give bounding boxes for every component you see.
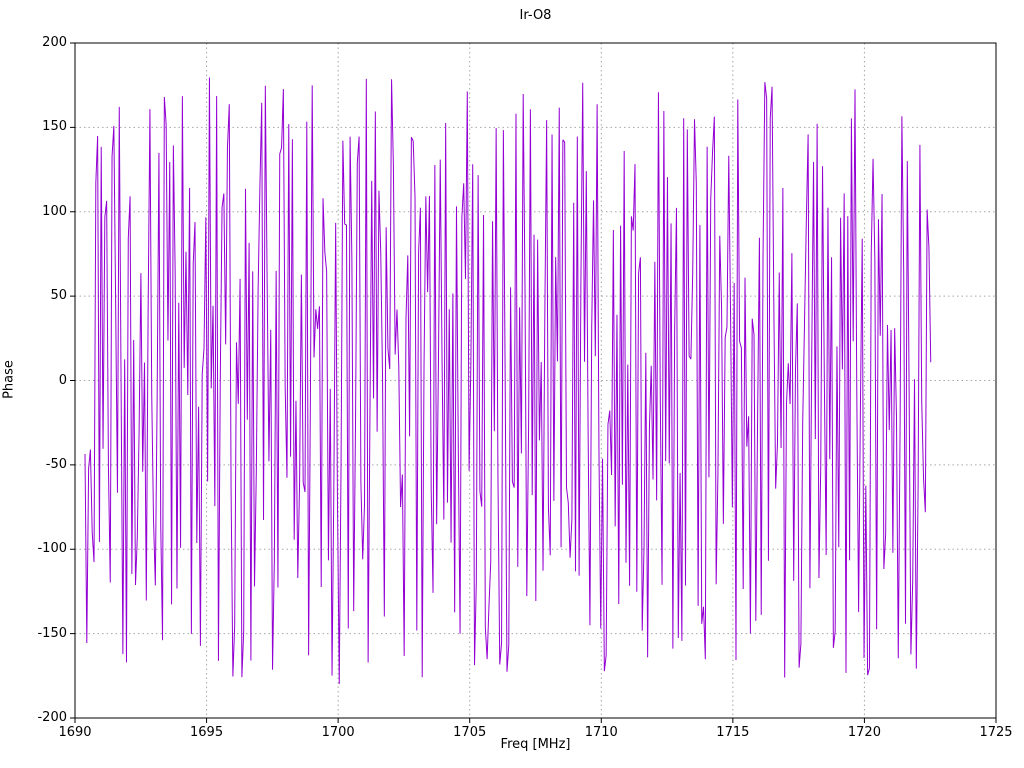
x-tick-label: 1695 <box>190 725 224 740</box>
x-tick-label: 1725 <box>979 725 1013 740</box>
y-tick-label: 150 <box>42 119 67 135</box>
x-tick-label: 1700 <box>321 725 355 740</box>
x-tick-label: 1720 <box>847 725 881 740</box>
y-tick-label: 50 <box>50 288 67 304</box>
y-tick-label: -50 <box>45 456 67 472</box>
x-axis-label: Freq [MHz] <box>500 737 571 752</box>
series-line <box>84 77 932 685</box>
y-tick-label: 100 <box>42 203 67 219</box>
y-tick-label: -200 <box>37 710 67 725</box>
x-tick-label: 1690 <box>58 725 92 740</box>
y-tick-label: -100 <box>37 541 67 557</box>
y-tick-label: -150 <box>37 625 67 641</box>
x-tick-label: 1705 <box>453 725 487 740</box>
chart-title: Ir-O8 <box>519 8 552 23</box>
x-tick-label: 1710 <box>584 725 618 740</box>
y-tick-label: 0 <box>58 372 67 388</box>
x-tick-label: 1715 <box>716 725 750 740</box>
y-tick-label: 200 <box>42 35 67 50</box>
